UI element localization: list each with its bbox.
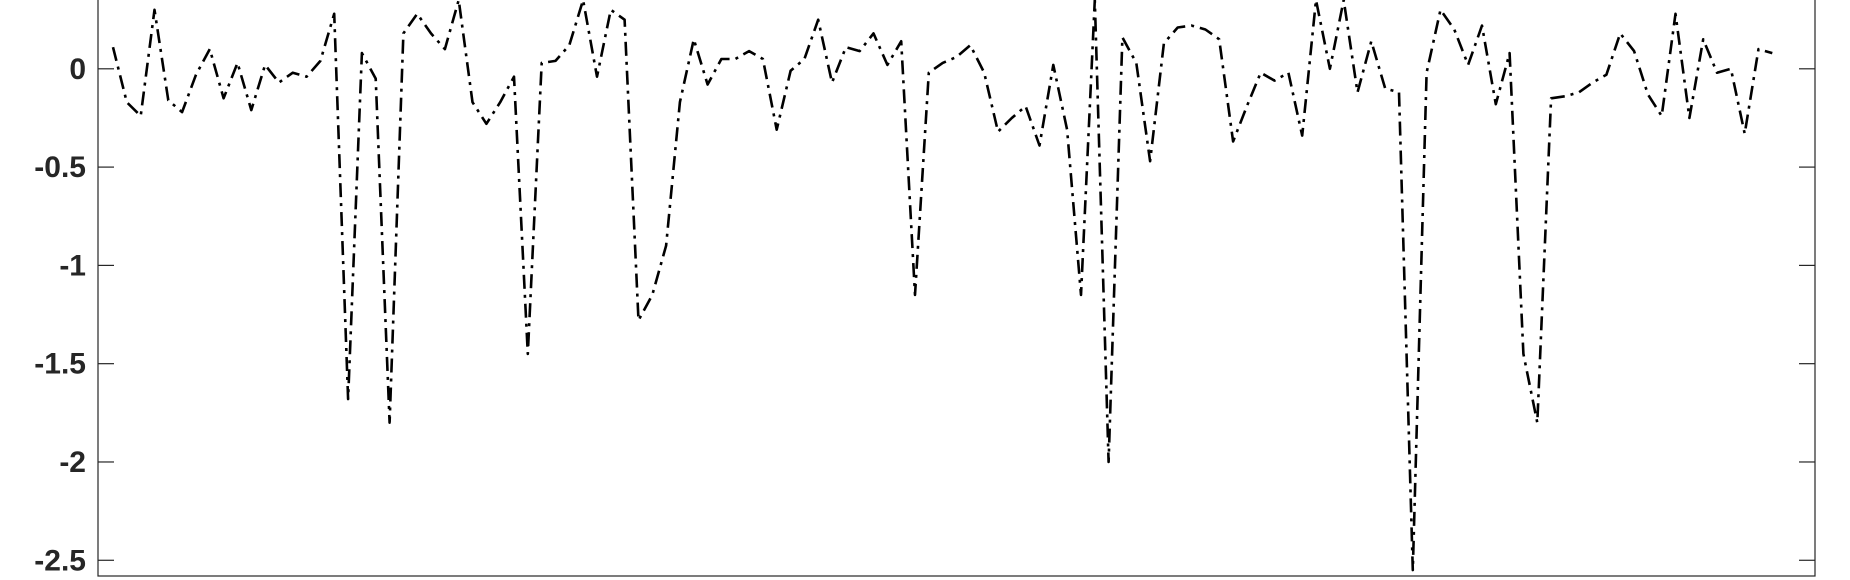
y-tick-label: 0 [69,53,86,86]
y-axis-ticks [98,68,1815,561]
y-tick-label: -0.5 [34,151,86,184]
y-tick-label: -2 [59,446,86,479]
plot-area-background [98,0,1815,576]
y-tick-label: -2.5 [34,544,86,577]
y-tick-label: -1 [59,249,86,282]
series-line [111,0,1773,572]
y-axis-labels: 0 -0.5 -1 -1.5 -2 -2.5 [34,53,86,577]
y-tick-label: -1.5 [34,348,86,381]
plot-area-frame [97,0,1816,577]
